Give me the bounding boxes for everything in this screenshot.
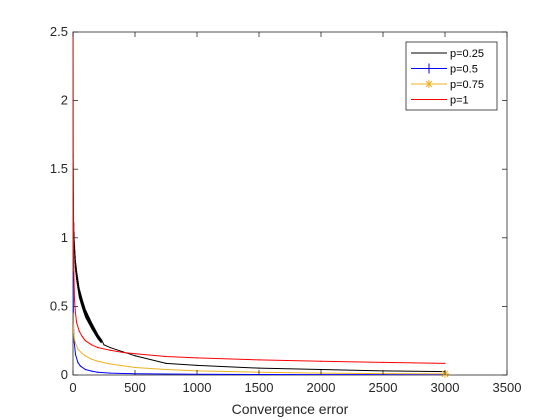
- data-point: [84, 312, 86, 314]
- data-point: [81, 303, 83, 305]
- data-point: [84, 355, 86, 357]
- data-point: [109, 349, 111, 351]
- y-axis: 0 0.5 1 1.5 2 2.5: [50, 24, 507, 382]
- data-point: [81, 335, 83, 338]
- data-point: [122, 351, 124, 353]
- series-line-p=0.75: [73, 313, 446, 375]
- legend-label: p=1: [450, 95, 469, 107]
- data-point: [134, 366, 136, 369]
- legend: p=0.25 p=0.5 p=0.75 p=1: [405, 41, 498, 111]
- data-point: [73, 337, 75, 339]
- legend-asterisk-marker: [425, 80, 433, 88]
- data-point: [78, 292, 80, 294]
- data-point: [91, 344, 93, 346]
- y-tick-label: 1.5: [50, 161, 68, 176]
- data-point: [258, 367, 260, 369]
- y-tick-label: 2: [61, 93, 68, 108]
- data-point: [74, 342, 77, 345]
- data-point: [73, 278, 75, 280]
- data-point: [109, 372, 111, 374]
- data-point: [109, 346, 111, 349]
- data-point: [91, 370, 93, 372]
- x-tick-label: 2500: [369, 380, 398, 395]
- y-tick-label: 0: [61, 367, 68, 382]
- x-tick-label: 0: [69, 380, 76, 395]
- y-tick-label: 2.5: [50, 24, 68, 39]
- x-tick-label: 500: [124, 380, 146, 395]
- data-point: [74, 353, 77, 356]
- x-tick-label: 2000: [307, 380, 336, 395]
- data-point: [165, 368, 167, 371]
- x-tick-label: 1500: [245, 380, 274, 395]
- data-point: [73, 325, 74, 327]
- y-tick-label: 0.5: [50, 298, 68, 313]
- x-tick-label: 1000: [183, 380, 212, 395]
- data-point: [97, 371, 99, 373]
- legend-label: p=0.5: [450, 64, 478, 76]
- x-axis: 0 500 1000 1500 2000 2500 3000 3500: [69, 32, 521, 395]
- data-point: [134, 355, 136, 357]
- legend-label: p=0.25: [450, 48, 484, 60]
- series-line-p=1: [73, 32, 446, 364]
- data-point: [73, 312, 74, 314]
- data-point: [320, 368, 322, 371]
- data-point: [444, 362, 446, 364]
- data-point: [73, 250, 75, 253]
- data-point: [97, 360, 99, 362]
- data-point: [91, 358, 93, 360]
- data-point: [91, 325, 93, 327]
- data-point: [320, 360, 322, 362]
- data-point: [73, 298, 76, 301]
- x-tick-label: 3000: [431, 380, 460, 395]
- data-point: [103, 344, 105, 346]
- data-point: [77, 348, 79, 350]
- data-point: [73, 331, 75, 334]
- data-point: [165, 362, 167, 364]
- data-point: [77, 362, 79, 364]
- data-point: [196, 364, 198, 366]
- data-point: [76, 322, 78, 324]
- data-point: [258, 359, 260, 361]
- data-point: [196, 357, 198, 359]
- data-point: [81, 352, 83, 354]
- data-point: [78, 330, 80, 332]
- data-point: [84, 340, 86, 342]
- data-point: [382, 361, 384, 363]
- data-point: [165, 355, 167, 358]
- data-point: [134, 353, 136, 355]
- data-point: [109, 363, 111, 365]
- x-tick-label: 3500: [493, 380, 522, 395]
- series-line-p=0.25: [73, 163, 446, 373]
- data-point: [73, 341, 75, 343]
- data-point: [73, 154, 74, 157]
- data-point: [79, 365, 82, 367]
- data-point: [97, 346, 99, 349]
- data-point: [76, 275, 78, 277]
- y-tick-label: 1: [61, 230, 68, 245]
- x-axis-label: Convergence error: [232, 401, 349, 417]
- data-point: [74, 264, 77, 266]
- legend-label: p=0.75: [450, 79, 484, 91]
- data-point: [74, 312, 77, 314]
- data-point: [84, 368, 86, 371]
- data-point: [97, 335, 99, 338]
- data-point: [73, 209, 74, 211]
